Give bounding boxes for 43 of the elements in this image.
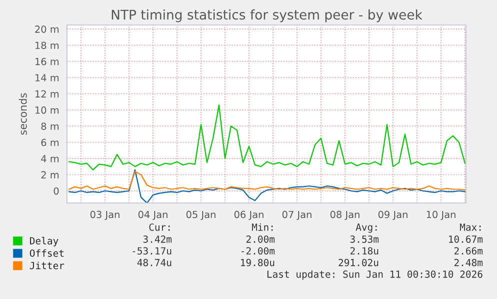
y-tick-label: 2 m — [41, 171, 59, 178]
x-tick-label: 09 Jan — [378, 210, 408, 220]
y-tick-label: 8 m — [41, 122, 59, 130]
text: 2.66m — [454, 247, 483, 255]
chart-title: NTP timing statistics for system peer - by week — [112, 9, 422, 22]
line-series — [68, 170, 466, 191]
x-tick-label: 06 Jan — [234, 210, 264, 220]
x-tick-label: 10 Jan — [426, 210, 456, 220]
y-tick-label: 10 m — [36, 106, 59, 114]
x-tick-label: 07 Jan — [282, 210, 312, 220]
y-axis-title: seconds — [18, 93, 27, 135]
text: 3.42m — [143, 235, 172, 243]
text: -53.17u — [132, 247, 172, 255]
text: 2.18u — [350, 247, 378, 255]
text: Avg: — [356, 224, 377, 233]
x-tick-label: 03 Jan — [90, 210, 120, 220]
x-tick-label: 04 Jan — [138, 210, 168, 220]
text: Cur: — [149, 223, 170, 231]
text: Max: — [460, 224, 481, 231]
text: 48.74u — [137, 258, 172, 266]
text: Last update: Sun Jan 11 00:30:10 2026 — [267, 270, 482, 280]
y-tick-label: 16 m — [36, 58, 59, 66]
y-tick-label: 20 m — [35, 26, 59, 33]
text: 19.80u — [241, 258, 274, 266]
legend-label: Jitter — [30, 262, 64, 270]
text: 2.00m — [246, 235, 275, 243]
legend-label: Offset — [30, 249, 64, 257]
x-tick-label: 05 Jan — [186, 210, 216, 220]
y-tick-label: 18 m — [36, 42, 59, 50]
y-tick-label: 6 m — [41, 138, 59, 146]
text: 3.53m — [350, 235, 379, 243]
y-tick-label: 0 — [54, 187, 59, 195]
text: 291.02u — [338, 258, 378, 266]
y-tick-label: 12 m — [36, 90, 59, 98]
line-series — [68, 104, 466, 170]
text: 2.48m — [454, 258, 483, 266]
y-tick-label: 4 m — [41, 155, 59, 162]
text: 10.67m — [449, 235, 483, 243]
text: Min: — [252, 223, 273, 231]
text: -2.00m — [242, 247, 275, 255]
y-tick-label: 14 m — [36, 74, 59, 82]
legend-label: Delay — [30, 236, 58, 246]
x-tick-label: 08 Jan — [330, 210, 360, 220]
